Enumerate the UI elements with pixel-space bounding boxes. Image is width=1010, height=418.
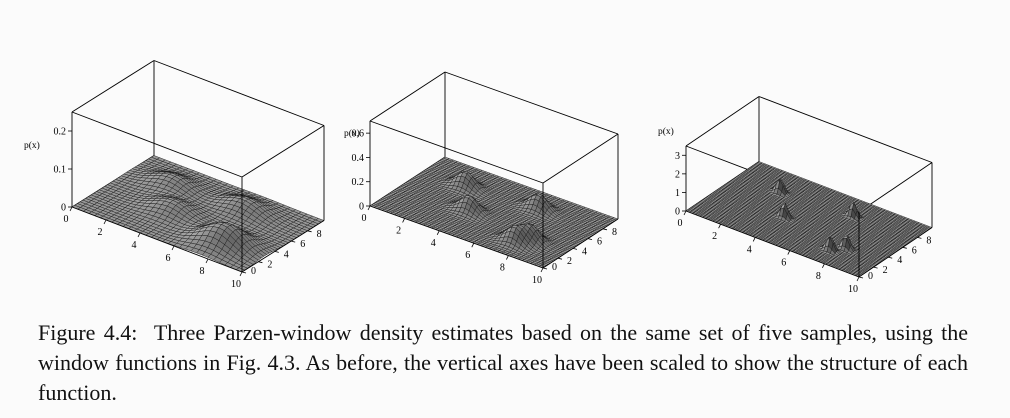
y-tick-mark	[602, 228, 608, 231]
x-tick-mark	[506, 255, 509, 260]
x-tick-mark	[402, 218, 405, 223]
x-tick-label: 4	[431, 238, 436, 249]
y-tick-label: 6	[300, 239, 305, 250]
box-edge-5	[153, 60, 325, 126]
x-tick-mark	[239, 271, 243, 277]
front-edge-2	[71, 206, 243, 273]
y-tick-mark	[307, 230, 312, 233]
x-tick-label: 0	[64, 214, 69, 225]
z-axis-label: p(x)	[24, 140, 40, 151]
x-tick-mark	[103, 219, 107, 225]
y-tick-label: 4	[284, 249, 289, 260]
y-tick-mark	[587, 238, 593, 240]
z-tick-label: 0.4	[352, 153, 365, 164]
box-edge-7	[369, 120, 544, 184]
surface-mesh	[369, 156, 619, 269]
x-tick-label: 10	[231, 279, 241, 290]
y-tick-mark	[258, 261, 263, 264]
z-tick-label: 0.2	[54, 127, 67, 138]
x-tick-mark	[471, 243, 475, 248]
box-edge-5	[758, 96, 933, 163]
surface-plots-svg: 02468100246800.10.2p(x)02468100246800.20…	[24, 60, 933, 295]
y-tick-mark	[241, 271, 247, 274]
front-edge-3	[241, 220, 325, 273]
x-tick-label: 2	[396, 225, 401, 236]
box-edge-4	[685, 96, 760, 147]
y-tick-label: 6	[597, 237, 602, 248]
y-tick-label: 2	[567, 256, 572, 267]
box-edge-4	[369, 71, 446, 122]
y-tick-label: 8	[317, 229, 322, 240]
x-tick-mark	[436, 230, 440, 235]
x-tick-label: 6	[465, 250, 470, 261]
x-tick-label: 0	[362, 213, 367, 224]
x-tick-label: 8	[500, 263, 505, 274]
y-tick-mark	[274, 251, 279, 253]
x-tick-mark	[171, 245, 175, 251]
y-tick-mark	[542, 267, 548, 270]
z-tick-label: 0.1	[54, 165, 67, 176]
x-tick-label: 2	[98, 227, 103, 238]
box-edge-6	[542, 133, 619, 184]
z-tick-label: 0	[359, 202, 364, 213]
box-edge-7	[71, 111, 243, 178]
x-tick-label: 6	[166, 253, 171, 264]
y-tick-label: 0	[552, 262, 557, 273]
x-tick-mark	[137, 232, 141, 238]
z-tick-label: 0	[61, 203, 66, 214]
y-tick-mark	[557, 257, 563, 260]
figure-panels: 0 2 4 6 8 10 0 2 4 6 8 0 0.1 0.2 p(x) 0 2 4 6 8 10 0 2 4 6 8 0 0.2 0…	[24, 60, 933, 295]
x-tick-mark	[205, 258, 209, 264]
x-tick-label: 10	[532, 275, 542, 286]
x-tick-label: 8	[200, 266, 205, 277]
x-tick-label: 4	[132, 240, 137, 251]
x-tick-mark	[540, 267, 544, 273]
surface-mesh	[685, 161, 933, 278]
box-edge-4	[71, 60, 155, 113]
z-tick-label: 0.2	[352, 177, 365, 188]
surface-mesh	[71, 155, 325, 273]
y-tick-mark	[572, 248, 578, 250]
box-edge-5	[444, 71, 619, 135]
x-tick-mark	[367, 205, 371, 211]
x-tick-mark	[69, 206, 73, 212]
box-edge-6	[241, 125, 325, 178]
y-tick-label: 0	[251, 266, 256, 277]
y-tick-mark	[291, 240, 296, 243]
y-tick-label: 8	[612, 227, 617, 238]
z-axis-label: p(x)	[344, 128, 360, 139]
y-tick-label: 2	[267, 260, 272, 271]
y-tick-label: 4	[582, 246, 587, 257]
